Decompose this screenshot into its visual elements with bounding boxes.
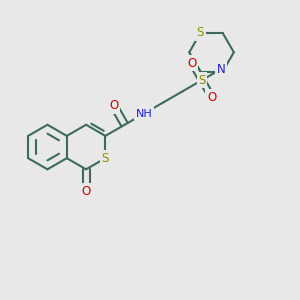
- Text: O: O: [81, 185, 91, 198]
- Text: O: O: [109, 99, 118, 112]
- Text: O: O: [188, 57, 197, 70]
- Text: NH: NH: [136, 109, 152, 118]
- Text: S: S: [198, 74, 206, 87]
- Text: S: S: [102, 152, 109, 165]
- Text: S: S: [197, 26, 204, 40]
- Text: N: N: [217, 62, 226, 76]
- Text: O: O: [207, 91, 216, 103]
